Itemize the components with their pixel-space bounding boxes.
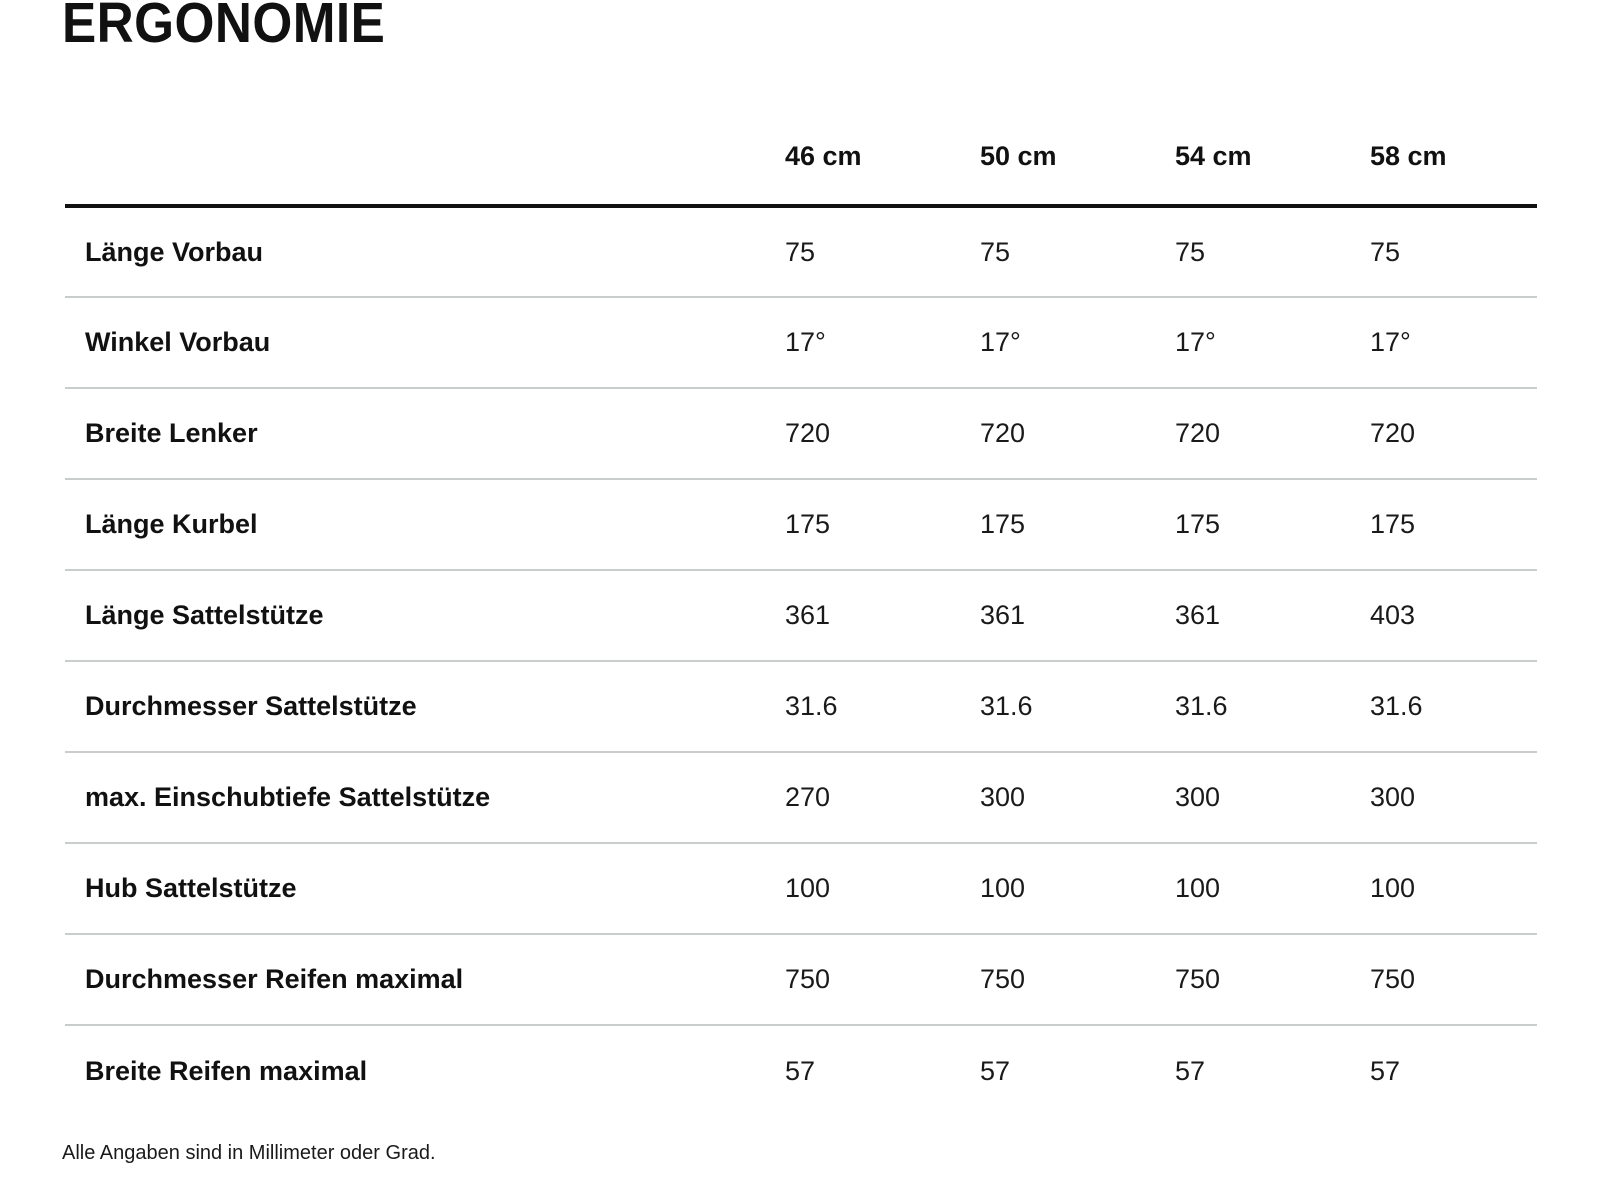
row-value: 75	[785, 236, 816, 267]
row-value: 17°	[980, 327, 1021, 357]
row-value: 57	[980, 1055, 1011, 1086]
ergonomics-table: 46 cm 50 cm 54 cm 58 cm Länge Vorbau 75 75…	[65, 108, 1537, 1116]
row-value: 175	[980, 509, 1026, 539]
row-value: 300	[1175, 782, 1221, 812]
row-value: 17°	[785, 327, 826, 357]
row-label: Breite Reifen maximal	[85, 1055, 368, 1086]
row-value: 75	[1175, 236, 1206, 267]
row-value: 31.6	[980, 691, 1033, 721]
table-row: Durchmesser Sattelstütze 31.6 31.6 31.6 31.6	[65, 661, 1537, 752]
table-row: Hub Sattelstütze 100 100 100 100	[65, 843, 1537, 934]
row-value: 361	[980, 600, 1026, 630]
row-value: 270	[785, 782, 831, 812]
table-row: Länge Kurbel 175 175 175 175	[65, 479, 1537, 570]
row-value: 100	[980, 873, 1026, 903]
units-footnote: Alle Angaben sind in Millimeter oder Gra…	[62, 1142, 436, 1164]
section-title: ERGONOMIE	[62, 0, 386, 55]
row-value: 57	[785, 1055, 816, 1086]
row-value: 175	[1175, 509, 1221, 539]
size-column-header-50: 50 cm	[980, 108, 1175, 208]
row-value: 720	[785, 418, 831, 448]
row-value: 75	[1370, 236, 1401, 267]
table-row: Breite Lenker 720 720 720 720	[65, 388, 1537, 479]
row-value: 17°	[1175, 327, 1216, 357]
row-value: 100	[1370, 873, 1416, 903]
row-value: 720	[1370, 418, 1416, 448]
table-row: Länge Vorbau 75 75 75 75	[65, 206, 1537, 297]
row-value: 361	[1175, 600, 1221, 630]
row-value: 57	[1175, 1055, 1206, 1086]
row-label: Winkel Vorbau	[85, 327, 271, 357]
row-label: Durchmesser Reifen maximal	[85, 964, 464, 994]
row-value: 750	[980, 964, 1026, 994]
size-header-row: 46 cm 50 cm 54 cm 58 cm	[65, 108, 1537, 208]
table-row: Winkel Vorbau 17° 17° 17° 17°	[65, 297, 1537, 388]
table-row: Durchmesser Reifen maximal 750 750 750 750	[65, 934, 1537, 1025]
row-value: 75	[980, 236, 1011, 267]
row-value: 100	[1175, 873, 1221, 903]
ergonomics-section: ERGONOMIE 46 cm 50 cm 54 cm 58 cm Länge …	[62, 0, 1537, 1164]
row-value: 720	[1175, 418, 1221, 448]
row-value: 750	[1370, 964, 1416, 994]
row-value: 300	[980, 782, 1026, 812]
size-column-header-46: 46 cm	[785, 108, 980, 208]
spec-table-body: Länge Vorbau 75 75 75 75 Winkel Vorbau 17° 17° 1…	[65, 206, 1537, 1116]
row-value: 175	[1370, 509, 1416, 539]
row-value: 31.6	[785, 691, 838, 721]
row-label: Breite Lenker	[85, 418, 258, 448]
table-row: max. Einschubtiefe Sattelstütze 270 300 300…	[65, 752, 1537, 843]
row-value: 31.6	[1370, 691, 1423, 721]
row-label: Länge Sattelstütze	[85, 600, 324, 630]
row-label: Länge Vorbau	[85, 236, 264, 267]
size-column-header-58: 58 cm	[1370, 108, 1537, 208]
row-value: 750	[785, 964, 831, 994]
row-value: 57	[1370, 1055, 1401, 1086]
row-value: 750	[1175, 964, 1221, 994]
row-value: 17°	[1370, 327, 1411, 357]
row-label: Länge Kurbel	[85, 509, 258, 539]
row-label: Durchmesser Sattelstütze	[85, 691, 417, 721]
row-label: Hub Sattelstütze	[85, 873, 297, 903]
row-value: 403	[1370, 600, 1416, 630]
row-value: 31.6	[1175, 691, 1228, 721]
row-value: 720	[980, 418, 1026, 448]
table-row: Länge Sattelstütze 361 361 361 403	[65, 570, 1537, 661]
size-column-header-54: 54 cm	[1175, 108, 1370, 208]
row-value: 361	[785, 600, 831, 630]
table-row: Breite Reifen maximal 57 57 57 57	[65, 1025, 1537, 1116]
row-value: 175	[785, 509, 831, 539]
row-value: 100	[785, 873, 831, 903]
row-label: max. Einschubtiefe Sattelstütze	[85, 782, 491, 812]
empty-header-cell	[65, 108, 785, 208]
row-value: 300	[1370, 782, 1416, 812]
